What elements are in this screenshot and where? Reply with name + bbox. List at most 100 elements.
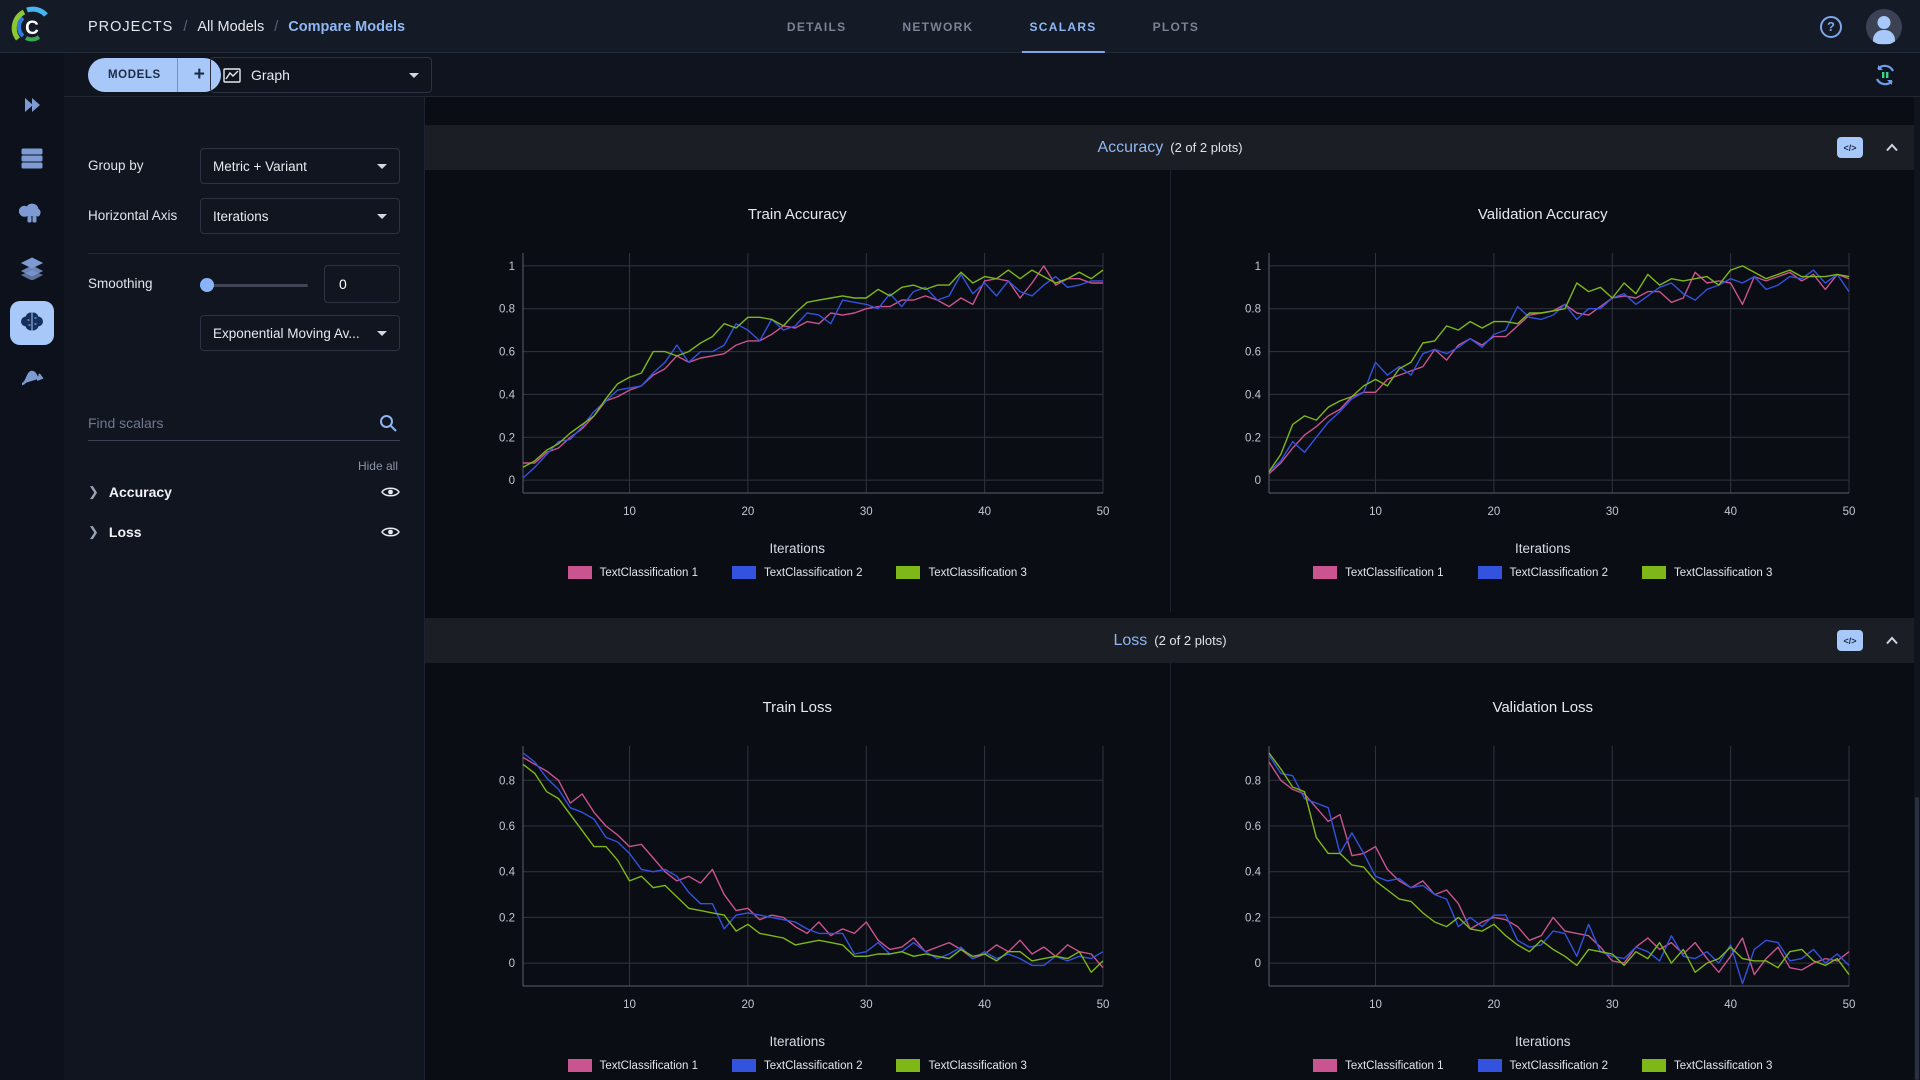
svg-text:0.8: 0.8 bbox=[1245, 304, 1261, 316]
applications-icon[interactable] bbox=[10, 190, 54, 234]
group-by-select[interactable]: Metric + Variant bbox=[200, 148, 400, 184]
svg-text:0.6: 0.6 bbox=[499, 821, 515, 833]
legend-item[interactable]: TextClassification 3 bbox=[896, 566, 1027, 579]
collapse-section-button[interactable] bbox=[1885, 143, 1899, 152]
legend-label: TextClassification 2 bbox=[1509, 566, 1608, 579]
legend-item[interactable]: TextClassification 1 bbox=[567, 1059, 698, 1072]
chart-canvas[interactable]: 0 0.2 0.4 0.6 0.8 10 20 30 40 50 bbox=[477, 732, 1117, 1032]
search-icon[interactable] bbox=[378, 413, 398, 433]
chevron-up-icon bbox=[1886, 636, 1898, 645]
chart-canvas[interactable]: 0 0.2 0.4 0.6 0.8 10 20 30 40 50 bbox=[1223, 732, 1863, 1032]
svg-text:10: 10 bbox=[623, 506, 636, 518]
legend-item[interactable]: TextClassification 2 bbox=[732, 1059, 862, 1072]
eye-icon[interactable] bbox=[381, 525, 400, 539]
svg-text:40: 40 bbox=[978, 506, 991, 518]
horizontal-axis-select[interactable]: Iterations bbox=[200, 198, 400, 234]
tab-details[interactable]: DETAILS bbox=[786, 19, 847, 34]
workers-queues-icon[interactable] bbox=[10, 136, 54, 180]
breadcrumb-projects[interactable]: PROJECTS bbox=[88, 18, 174, 35]
search-input[interactable] bbox=[88, 407, 368, 439]
svg-text:50: 50 bbox=[1097, 506, 1110, 518]
chart-train-accuracy: Train Accuracy 0 0.2 0.4 0.6 0.8 1 10 20 30 40 50 It… bbox=[425, 170, 1170, 612]
legend-item[interactable]: TextClassification 1 bbox=[1313, 566, 1444, 579]
projects-icon[interactable] bbox=[10, 83, 54, 127]
chevron-right-icon[interactable]: ❯ bbox=[88, 484, 99, 499]
side-rail bbox=[0, 53, 64, 1080]
svg-text:30: 30 bbox=[860, 506, 873, 518]
svg-text:1: 1 bbox=[509, 261, 515, 273]
clearml-logo-icon[interactable]: C bbox=[10, 5, 54, 49]
scrollbar-thumb[interactable] bbox=[1915, 797, 1919, 1080]
chevron-right-icon[interactable]: ❯ bbox=[88, 524, 99, 539]
legend-item[interactable]: TextClassification 3 bbox=[1641, 1059, 1773, 1072]
add-model-button[interactable]: + bbox=[193, 64, 205, 85]
legend-label: TextClassification 3 bbox=[1673, 1059, 1773, 1072]
legend-item[interactable]: TextClassification 3 bbox=[1641, 566, 1772, 579]
metric-group-accuracy[interactable]: ❯ Accuracy bbox=[88, 478, 400, 506]
tab-plots[interactable]: PLOTS bbox=[1152, 19, 1200, 34]
smoothing-value-input[interactable] bbox=[324, 265, 400, 303]
horizontal-axis-label: Horizontal Axis bbox=[88, 208, 178, 223]
chart-title: Validation Loss bbox=[1492, 699, 1594, 716]
vertical-scrollbar[interactable] bbox=[1914, 97, 1920, 1080]
collapse-section-button[interactable] bbox=[1885, 636, 1899, 645]
help-icon[interactable]: ? bbox=[1820, 15, 1842, 38]
chart-train-loss: Train Loss 0 0.2 0.4 0.6 0.8 10 20 30 40 50 Iterati… bbox=[425, 663, 1170, 1080]
smoothing-method-select[interactable]: Exponential Moving Av... bbox=[200, 315, 400, 351]
legend-swatch bbox=[732, 1059, 757, 1072]
svg-text:10: 10 bbox=[623, 999, 636, 1011]
user-avatar[interactable] bbox=[1866, 8, 1902, 45]
svg-text:0.6: 0.6 bbox=[499, 347, 515, 359]
legend-swatch bbox=[1641, 566, 1666, 579]
plots-area: Accuracy (2 of 2 plots) </> Train Accura… bbox=[424, 97, 1914, 1080]
svg-text:0.4: 0.4 bbox=[499, 867, 516, 879]
svg-text:0.4: 0.4 bbox=[499, 389, 516, 401]
models-button[interactable]: MODELS bbox=[108, 69, 161, 81]
svg-text:0: 0 bbox=[1254, 958, 1260, 970]
legend-swatch bbox=[732, 566, 757, 579]
svg-text:40: 40 bbox=[1724, 506, 1737, 518]
eye-icon[interactable] bbox=[381, 485, 400, 499]
smoothing-slider[interactable] bbox=[200, 278, 308, 292]
section-loss-header[interactable]: Loss (2 of 2 plots) </> bbox=[425, 618, 1914, 663]
section-accuracy-header[interactable]: Accuracy (2 of 2 plots) </> bbox=[425, 125, 1914, 170]
chart-title: Train Loss bbox=[762, 699, 832, 716]
breadcrumb-all-models[interactable]: All Models bbox=[197, 18, 265, 35]
tab-scalars[interactable]: SCALARS bbox=[1021, 0, 1105, 53]
embed-code-button[interactable]: </> bbox=[1837, 137, 1863, 158]
chart-legend: TextClassification 1 TextClassification 2… bbox=[1313, 1059, 1772, 1072]
metric-group-loss[interactable]: ❯ Loss bbox=[88, 518, 400, 546]
legend-item[interactable]: TextClassification 1 bbox=[1313, 1059, 1444, 1072]
chart-validation-loss: Validation Loss 0 0.2 0.4 0.6 0.8 10 20 30 40 50 It… bbox=[1169, 663, 1915, 1080]
breadcrumb-compare-models[interactable]: Compare Models bbox=[288, 18, 406, 35]
legend-item[interactable]: TextClassification 2 bbox=[1477, 1059, 1608, 1072]
datasets-icon[interactable] bbox=[10, 246, 54, 290]
svg-text:30: 30 bbox=[1606, 999, 1619, 1011]
svg-text:0.2: 0.2 bbox=[1245, 432, 1261, 444]
legend-swatch bbox=[896, 566, 921, 579]
svg-text:20: 20 bbox=[742, 999, 755, 1011]
models-icon[interactable] bbox=[10, 301, 54, 345]
section-plot-count: (2 of 2 plots) bbox=[1170, 140, 1243, 155]
smoothing-label: Smoothing bbox=[88, 276, 153, 291]
view-selector-dropdown[interactable]: Graph bbox=[210, 57, 432, 93]
chart-canvas[interactable]: 0 0.2 0.4 0.6 0.8 1 10 20 30 40 50 bbox=[1223, 239, 1863, 539]
legend-item[interactable]: TextClassification 2 bbox=[732, 566, 862, 579]
top-bar: C PROJECTS / All Models / Compare Models… bbox=[0, 0, 1920, 53]
hide-all-link[interactable]: Hide all bbox=[357, 459, 398, 473]
legend-label: TextClassification 2 bbox=[764, 1059, 863, 1072]
svg-text:20: 20 bbox=[742, 506, 755, 518]
legend-item[interactable]: TextClassification 1 bbox=[567, 566, 699, 579]
svg-text:C: C bbox=[25, 18, 39, 39]
embed-code-button[interactable]: </> bbox=[1837, 630, 1863, 651]
auto-refresh-icon[interactable] bbox=[1872, 62, 1898, 88]
legend-item[interactable]: TextClassification 3 bbox=[896, 1059, 1027, 1072]
legend-label: TextClassification 1 bbox=[599, 566, 699, 579]
pipelines-icon[interactable] bbox=[10, 356, 54, 400]
tab-network[interactable]: NETWORK bbox=[902, 19, 974, 34]
models-split-button[interactable]: MODELS + bbox=[88, 58, 221, 92]
chart-canvas[interactable]: 0 0.2 0.4 0.6 0.8 1 10 20 30 40 50 bbox=[477, 239, 1117, 539]
slider-thumb[interactable] bbox=[200, 278, 214, 292]
legend-label: TextClassification 3 bbox=[928, 1059, 1027, 1072]
legend-item[interactable]: TextClassification 2 bbox=[1477, 566, 1608, 579]
